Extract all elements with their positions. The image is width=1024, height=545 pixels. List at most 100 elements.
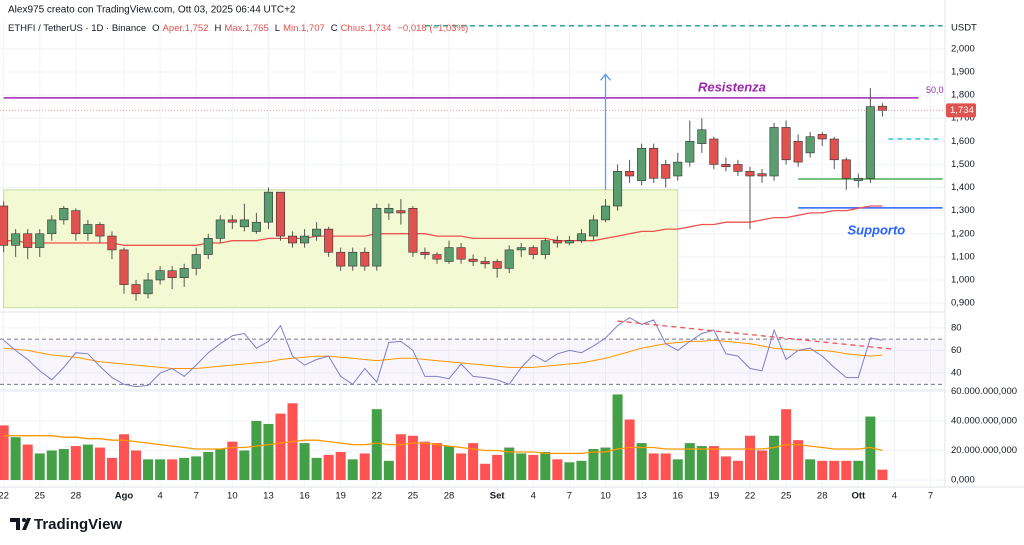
volume-bar [203, 451, 214, 480]
volume-bar [636, 443, 647, 480]
volume-bar [684, 443, 695, 480]
candle-body [23, 233, 33, 248]
volume-bar [275, 413, 286, 480]
candle-body [456, 247, 466, 260]
volume-bar [22, 444, 33, 480]
candle-body [721, 164, 731, 168]
volume-bar [239, 450, 250, 480]
legend-item: ETHFI / TetherUS · 1D · Binance [8, 23, 146, 34]
volume-bar [732, 460, 743, 480]
y-tick-label: 60 [951, 345, 962, 356]
candle-body [492, 261, 502, 269]
candle-body [275, 191, 286, 237]
volume-bar [383, 460, 394, 480]
volume-bar [817, 460, 828, 480]
volume-bar [600, 447, 611, 480]
candle-body [71, 210, 81, 235]
x-tick-label: 13 [263, 491, 274, 502]
candle-body [155, 270, 165, 281]
volume-bar [299, 443, 310, 480]
y-tick-label: 0,900 [951, 298, 975, 309]
volume-bar [191, 456, 202, 480]
x-tick-label: 13 [636, 491, 647, 502]
x-tick-label: 25 [781, 491, 792, 502]
candle-body [649, 147, 659, 179]
x-tick-label: 28 [71, 491, 82, 502]
candle-body [131, 284, 141, 295]
volume-bar [552, 459, 563, 480]
candle-body [528, 247, 538, 255]
volume-bar [480, 463, 491, 480]
candle-body [251, 221, 261, 232]
candle-body [877, 105, 887, 111]
x-tick-label: 28 [817, 491, 828, 502]
volume-bar [757, 450, 768, 480]
volume-bar [359, 453, 370, 480]
candle-body [35, 233, 45, 248]
candle-body [263, 191, 273, 223]
candle-body [588, 219, 598, 237]
y-tick-label: 1,800 [951, 90, 975, 101]
volume-bar [179, 457, 190, 480]
volume-bar [167, 459, 178, 480]
volume-bar [395, 434, 406, 480]
volume-bar [468, 443, 479, 480]
candle-body [312, 228, 322, 237]
x-tick-label: 22 [745, 491, 756, 502]
candle-body [444, 247, 454, 262]
x-tick-label: 7 [928, 491, 933, 502]
candle-body [372, 208, 382, 267]
x-tick-label: 7 [194, 491, 199, 502]
x-tick-label: 22 [372, 491, 383, 502]
candle-body [95, 224, 105, 237]
volume-bar [46, 450, 57, 480]
candle-body [661, 164, 671, 179]
candle-body [119, 249, 129, 285]
volume-bar [805, 459, 816, 480]
chart-title: Alex975 creato con TradingView.com, Ott … [8, 5, 296, 16]
volume-bar [335, 451, 346, 480]
volume-bar [419, 441, 430, 480]
volume-bar [588, 449, 599, 480]
legend-item: Aper.1,752 [163, 23, 209, 34]
volume-bar [251, 420, 262, 480]
candle-body [637, 147, 647, 181]
candle-body [360, 251, 370, 267]
x-tick-label: 19 [335, 491, 346, 502]
y-tick-label: 20.000.000,000 [951, 445, 1017, 456]
candle-body [203, 238, 213, 255]
volume-bar [708, 446, 719, 480]
y-tick-label: 1,100 [951, 251, 975, 262]
volume-bar [444, 446, 455, 480]
legend: ETHFI / TetherUS · 1D · Binance O Aper.1,7… [8, 23, 468, 34]
volume-bar [106, 457, 117, 480]
candle-body [757, 173, 767, 177]
volume-bar [94, 447, 105, 480]
logo-icon [22, 518, 26, 522]
legend-item: L [275, 23, 280, 34]
legend-item: −0,018 (−1,03%) [397, 23, 468, 34]
x-tick-label: 19 [709, 491, 720, 502]
candle-body [697, 129, 707, 144]
volume-bar [431, 443, 443, 480]
candle-body [853, 177, 863, 181]
candle-body [552, 240, 562, 244]
candle-body [601, 205, 611, 221]
volume-bar [215, 449, 226, 480]
legend-item: C [331, 23, 338, 34]
candle-body [865, 106, 875, 179]
x-tick-label: 4 [892, 491, 897, 502]
candle-body [805, 136, 815, 154]
volume-bar [311, 457, 322, 480]
y-tick-label: 40 [951, 368, 962, 379]
candle-body [191, 254, 201, 269]
volume-bar [865, 416, 876, 480]
candle-body [625, 171, 635, 177]
moving-average [3, 205, 883, 246]
candle-body [59, 208, 69, 221]
candle-body [324, 228, 334, 253]
volume-bar [829, 460, 840, 480]
volume-bar [576, 460, 587, 480]
volume-bar [227, 441, 238, 480]
